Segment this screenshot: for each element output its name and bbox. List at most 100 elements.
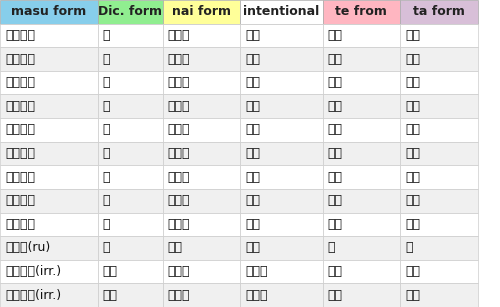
Bar bbox=[400, 260, 477, 283]
Bar bbox=[322, 142, 400, 165]
Text: さない: さない bbox=[168, 218, 190, 231]
Text: ぐ: ぐ bbox=[102, 52, 110, 65]
Text: ～にます: ～にます bbox=[5, 76, 35, 89]
Text: nai form: nai form bbox=[172, 5, 231, 18]
Text: ぼう: ぼう bbox=[245, 100, 260, 113]
Text: わない: わない bbox=[168, 147, 190, 160]
Bar bbox=[98, 118, 162, 142]
Bar bbox=[0, 283, 98, 307]
Text: te from: te from bbox=[336, 5, 387, 18]
Text: とう: とう bbox=[245, 171, 260, 184]
Text: しよう: しよう bbox=[245, 289, 268, 302]
Bar bbox=[322, 47, 400, 71]
Text: う: う bbox=[102, 147, 110, 160]
Bar bbox=[400, 47, 477, 71]
Text: ～ます(ru): ～ます(ru) bbox=[5, 242, 50, 255]
Bar bbox=[240, 47, 322, 71]
Bar bbox=[98, 24, 162, 47]
Bar bbox=[400, 71, 477, 95]
Bar bbox=[322, 260, 400, 283]
Text: した: した bbox=[405, 289, 420, 302]
Bar bbox=[240, 189, 322, 212]
Text: って: って bbox=[328, 171, 342, 184]
Text: そう: そう bbox=[245, 218, 260, 231]
Bar bbox=[0, 165, 98, 189]
Text: intentional: intentional bbox=[243, 5, 320, 18]
Bar bbox=[162, 212, 240, 236]
Text: くる: くる bbox=[102, 265, 118, 278]
Bar bbox=[322, 24, 400, 47]
Text: いた: いた bbox=[405, 29, 420, 42]
Bar bbox=[322, 283, 400, 307]
Text: きた: きた bbox=[405, 265, 420, 278]
Text: ～きます(irr.): ～きます(irr.) bbox=[5, 265, 61, 278]
Bar bbox=[400, 95, 477, 118]
Bar bbox=[322, 212, 400, 236]
Bar bbox=[240, 0, 322, 24]
Bar bbox=[400, 212, 477, 236]
Bar bbox=[162, 47, 240, 71]
Text: ばない: ばない bbox=[168, 100, 190, 113]
Text: ～ちます: ～ちます bbox=[5, 171, 35, 184]
Text: のう: のう bbox=[245, 76, 260, 89]
Bar bbox=[0, 189, 98, 212]
Text: らない: らない bbox=[168, 194, 190, 207]
Bar bbox=[0, 236, 98, 260]
Text: おう: おう bbox=[245, 147, 260, 160]
Text: よう: よう bbox=[245, 242, 260, 255]
Bar bbox=[0, 0, 98, 24]
Text: しない: しない bbox=[168, 289, 190, 302]
Bar bbox=[240, 283, 322, 307]
Text: る: る bbox=[102, 242, 110, 255]
Text: こよう: こよう bbox=[245, 265, 268, 278]
Bar bbox=[240, 118, 322, 142]
Text: こう: こう bbox=[245, 52, 260, 65]
Bar bbox=[400, 283, 477, 307]
Text: して: して bbox=[328, 218, 342, 231]
Text: ろう: ろう bbox=[245, 194, 260, 207]
Text: んだ: んだ bbox=[405, 76, 420, 89]
Text: んだ: んだ bbox=[405, 100, 420, 113]
Bar bbox=[322, 165, 400, 189]
Text: る: る bbox=[102, 194, 110, 207]
Text: んで: んで bbox=[328, 76, 342, 89]
Bar bbox=[0, 95, 98, 118]
Text: った: った bbox=[405, 171, 420, 184]
Bar bbox=[98, 71, 162, 95]
Text: もう: もう bbox=[245, 123, 260, 136]
Bar bbox=[400, 0, 477, 24]
Bar bbox=[98, 142, 162, 165]
Bar bbox=[400, 142, 477, 165]
Text: きて: きて bbox=[328, 265, 342, 278]
Bar bbox=[400, 165, 477, 189]
Text: がない: がない bbox=[168, 52, 190, 65]
Text: た: た bbox=[405, 242, 412, 255]
Bar bbox=[98, 260, 162, 283]
Text: まない: まない bbox=[168, 123, 190, 136]
Bar bbox=[98, 212, 162, 236]
Text: たない: たない bbox=[168, 171, 190, 184]
Bar bbox=[162, 189, 240, 212]
Bar bbox=[98, 165, 162, 189]
Text: ～します: ～します bbox=[5, 218, 35, 231]
Bar bbox=[400, 189, 477, 212]
Bar bbox=[162, 24, 240, 47]
Bar bbox=[162, 95, 240, 118]
Bar bbox=[0, 260, 98, 283]
Bar bbox=[162, 283, 240, 307]
Text: ta form: ta form bbox=[413, 5, 465, 18]
Text: ～います: ～います bbox=[5, 147, 35, 160]
Text: んで: んで bbox=[328, 123, 342, 136]
Bar bbox=[98, 47, 162, 71]
Text: ～びます: ～びます bbox=[5, 100, 35, 113]
Text: んで: んで bbox=[328, 100, 342, 113]
Bar bbox=[0, 71, 98, 95]
Text: ぬ: ぬ bbox=[102, 76, 110, 89]
Bar bbox=[322, 71, 400, 95]
Bar bbox=[240, 71, 322, 95]
Text: こう: こう bbox=[245, 29, 260, 42]
Bar bbox=[240, 142, 322, 165]
Bar bbox=[162, 142, 240, 165]
Bar bbox=[322, 189, 400, 212]
Bar bbox=[162, 165, 240, 189]
